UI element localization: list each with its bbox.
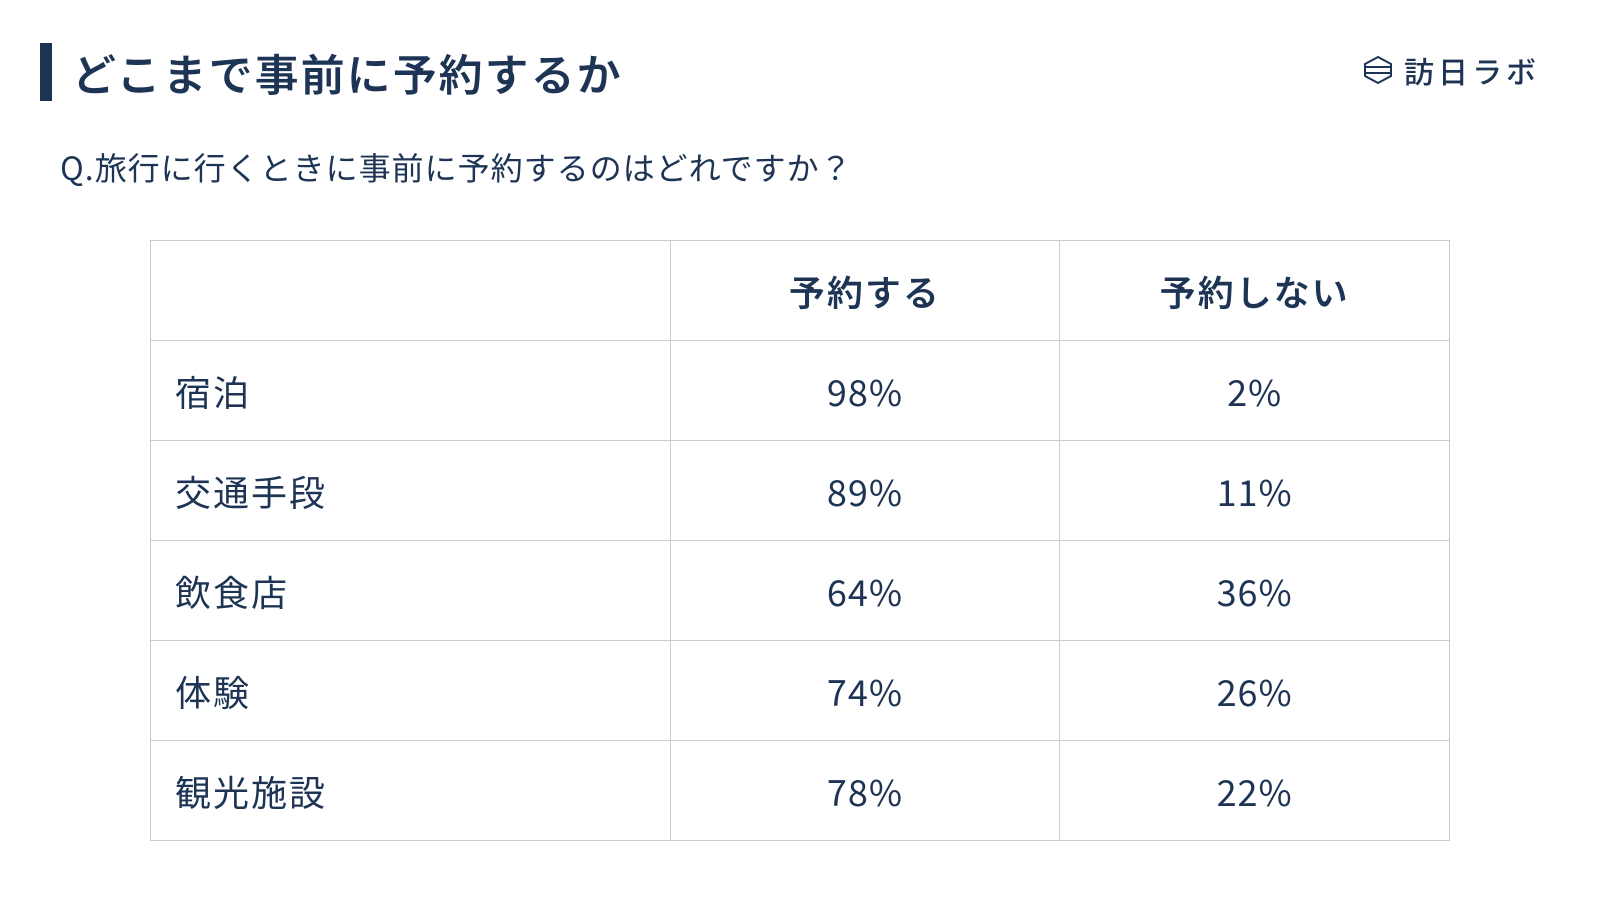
table-header-row: 予約する 予約しない: [151, 241, 1450, 341]
table-row: 観光施設 78% 22%: [151, 741, 1450, 841]
row-reserve: 74%: [670, 641, 1060, 741]
brand-logo-icon: [1362, 54, 1394, 86]
row-no-reserve: 11%: [1060, 441, 1450, 541]
table-header-reserve: 予約する: [670, 241, 1060, 341]
row-label: 交通手段: [151, 441, 671, 541]
row-label: 体験: [151, 641, 671, 741]
reservation-table-wrap: 予約する 予約しない 宿泊 98% 2% 交通手段 89% 11% 飲食店 64…: [0, 190, 1600, 841]
reservation-table: 予約する 予約しない 宿泊 98% 2% 交通手段 89% 11% 飲食店 64…: [150, 240, 1450, 841]
table-row: 体験 74% 26%: [151, 641, 1450, 741]
brand-logo: 訪日ラボ: [1362, 48, 1540, 92]
brand-logo-text: 訪日ラボ: [1404, 48, 1540, 92]
row-label: 宿泊: [151, 341, 671, 441]
slide-title: どこまで事前に予約するか: [72, 40, 623, 104]
row-no-reserve: 36%: [1060, 541, 1450, 641]
row-no-reserve: 2%: [1060, 341, 1450, 441]
row-reserve: 89%: [670, 441, 1060, 541]
survey-question: Q.旅行に行くときに事前に予約するのはどれですか？: [0, 104, 1600, 190]
row-reserve: 98%: [670, 341, 1060, 441]
table-row: 飲食店 64% 36%: [151, 541, 1450, 641]
row-label: 観光施設: [151, 741, 671, 841]
table-row: 交通手段 89% 11%: [151, 441, 1450, 541]
table-header-no-reserve: 予約しない: [1060, 241, 1450, 341]
title-block: どこまで事前に予約するか: [40, 40, 623, 104]
slide-header: どこまで事前に予約するか 訪日ラボ: [0, 0, 1600, 104]
row-reserve: 78%: [670, 741, 1060, 841]
table-header-empty: [151, 241, 671, 341]
title-accent-bar: [40, 43, 52, 101]
row-no-reserve: 26%: [1060, 641, 1450, 741]
table-row: 宿泊 98% 2%: [151, 341, 1450, 441]
row-label: 飲食店: [151, 541, 671, 641]
row-no-reserve: 22%: [1060, 741, 1450, 841]
row-reserve: 64%: [670, 541, 1060, 641]
